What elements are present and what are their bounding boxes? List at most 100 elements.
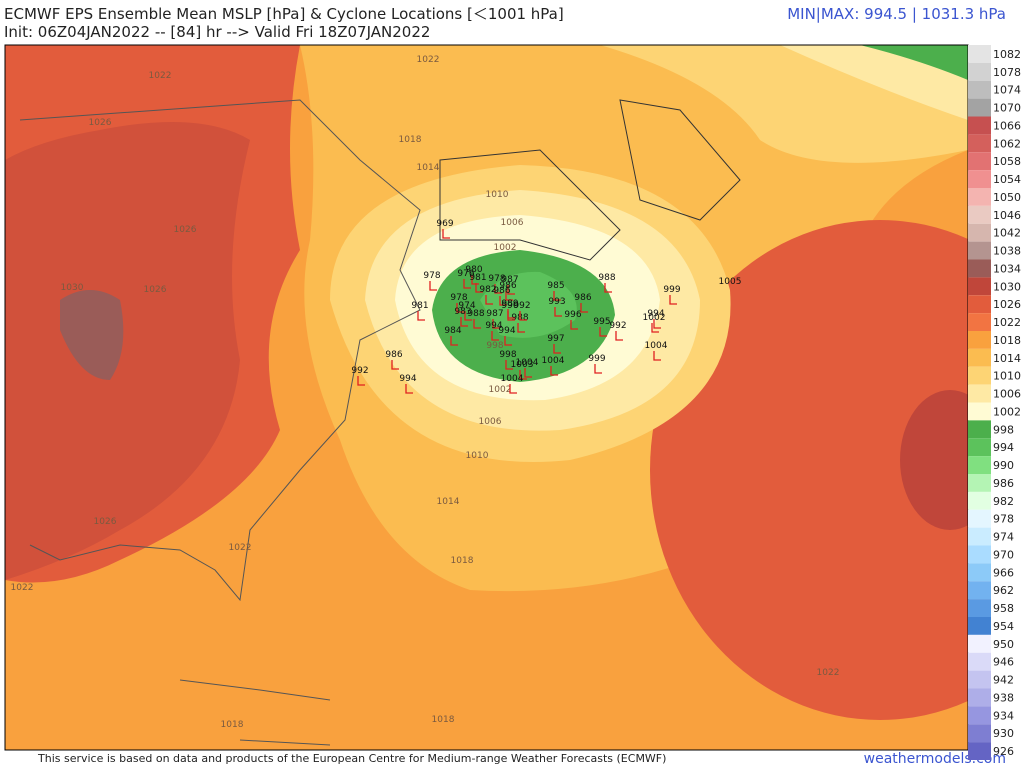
cyclone-label: 981 xyxy=(411,301,428,311)
colorbar-bin xyxy=(968,670,991,689)
cyclone-marker xyxy=(554,307,562,317)
colorbar-bin xyxy=(968,331,991,349)
colorbar-label: 1018 xyxy=(993,334,1021,347)
colorbar-label: 1066 xyxy=(993,119,1021,132)
cyclone-label: 1003 xyxy=(511,360,534,370)
cyclone-label: 999 xyxy=(663,285,680,295)
cyclone-label: 982 xyxy=(479,285,496,295)
colorbar-bin xyxy=(968,456,991,474)
cyclone-marker xyxy=(509,384,517,394)
contour-label: 1018 xyxy=(432,715,455,725)
colorbar-bin xyxy=(968,527,991,546)
contour-label: 1026 xyxy=(144,285,167,295)
colorbar-label: 1022 xyxy=(993,316,1021,329)
colorbar-label: 994 xyxy=(993,441,1014,454)
colorbar-label: 1002 xyxy=(993,405,1021,418)
colorbar-bin xyxy=(968,134,991,153)
colorbar-bin xyxy=(968,581,991,600)
colorbar-bin xyxy=(968,295,991,314)
cyclone-marker xyxy=(429,281,437,291)
colorbar-label: 1006 xyxy=(993,388,1021,401)
colorbar-label: 982 xyxy=(993,495,1014,508)
footer-note: This service is based on data and produc… xyxy=(37,752,666,765)
cyclone-label: 999 xyxy=(588,354,605,364)
cyclone-marker xyxy=(505,360,513,370)
cyclone-marker xyxy=(570,320,578,330)
colorbar-bin xyxy=(968,688,991,707)
cyclone-marker xyxy=(615,331,623,341)
colorbar-bin xyxy=(968,170,991,188)
cyclone-label: 984 xyxy=(444,326,461,336)
contour-label: 1010 xyxy=(486,190,509,200)
cyclone-marker xyxy=(460,317,468,327)
colorbar-label: 962 xyxy=(993,584,1014,597)
cyclone-label: 988 xyxy=(467,309,484,319)
colorbar-label: 978 xyxy=(993,513,1014,526)
cyclone-label: 994 xyxy=(399,374,416,384)
cyclone-marker xyxy=(519,370,527,380)
colorbar-bin xyxy=(968,152,991,171)
colorbar-bin xyxy=(968,277,991,296)
colorbar-bin xyxy=(968,724,991,743)
cyclone-label: 981 xyxy=(469,273,486,283)
colorbar-bin xyxy=(968,188,991,206)
map xyxy=(4,44,969,751)
colorbar-bin xyxy=(968,348,991,367)
cyclone-label: 1004 xyxy=(542,356,565,366)
contour-label: 1022 xyxy=(149,71,172,81)
cyclone-marker xyxy=(464,311,472,321)
contour-label: 1022 xyxy=(417,55,440,65)
cyclone-marker xyxy=(517,323,525,333)
colorbar-label: 970 xyxy=(993,548,1014,561)
cyclone-label: 995 xyxy=(593,317,610,327)
contour-label: 998 xyxy=(486,341,503,351)
cyclone-marker xyxy=(550,366,558,376)
colorbar-bin xyxy=(968,62,991,81)
cyclone-marker xyxy=(391,360,399,370)
minmax: MIN|MAX: 994.5 | 1031.3 hPa xyxy=(787,5,1006,23)
cyclone-label: 976 xyxy=(457,269,474,279)
colorbar-label: 1078 xyxy=(993,66,1021,79)
colorbar-label: 1010 xyxy=(993,370,1021,383)
colorbar-label: 1054 xyxy=(993,173,1021,186)
colorbar-bin xyxy=(968,241,991,260)
cyclone-label: 1004 xyxy=(516,358,539,368)
cyclone-marker xyxy=(553,344,561,354)
title: ECMWF EPS Ensemble Mean MSLP [hPa] & Cyc… xyxy=(4,5,564,23)
cyclone-marker xyxy=(471,275,479,285)
cyclone-label: 992 xyxy=(351,366,368,376)
colorbar-label: 1050 xyxy=(993,191,1021,204)
cyclone-marker xyxy=(492,319,500,329)
contour-label: 1026 xyxy=(94,517,117,527)
colorbar-bin xyxy=(968,116,991,135)
colorbar-label: 986 xyxy=(993,477,1014,490)
cyclone-label: 978 xyxy=(450,293,467,303)
contour-label: 1018 xyxy=(221,720,244,730)
cyclone-marker xyxy=(494,284,502,294)
colorbar-bin xyxy=(968,384,991,403)
cyclone-marker xyxy=(651,323,659,333)
cyclone-marker xyxy=(507,311,515,321)
cyclone-marker xyxy=(594,364,602,374)
cyclone-marker xyxy=(653,319,661,329)
colorbar-label: 1046 xyxy=(993,209,1021,222)
cyclone-marker xyxy=(604,283,612,293)
colorbar-bin xyxy=(968,313,991,331)
cyclone-label: 983 xyxy=(454,307,471,317)
cyclone-label: 974 xyxy=(458,301,475,311)
colorbar-bin xyxy=(968,599,991,617)
cyclone-marker xyxy=(653,351,661,361)
cyclone-label: 993 xyxy=(548,297,565,307)
cyclone-marker xyxy=(473,319,481,329)
cyclone-label: 978 xyxy=(488,274,505,284)
colorbar-label: 1030 xyxy=(993,280,1021,293)
cyclone-marker xyxy=(669,295,677,305)
colorbar-bin xyxy=(968,474,991,492)
cyclone-label: 990 xyxy=(501,301,518,311)
cyclone-marker xyxy=(524,368,532,378)
cyclone-label: 997 xyxy=(547,334,564,344)
colorbar-label: 1034 xyxy=(993,262,1021,275)
colorbar-label: 1038 xyxy=(993,245,1021,258)
colorbar-bin xyxy=(968,706,991,725)
